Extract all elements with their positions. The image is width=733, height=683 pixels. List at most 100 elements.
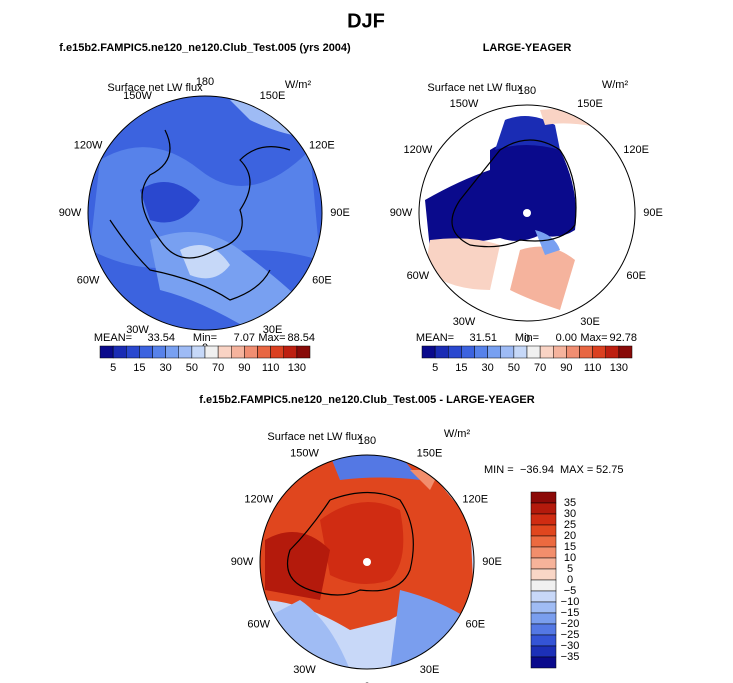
colorbar-swatch	[530, 557, 557, 570]
colorbar-swatch	[296, 345, 311, 359]
longitude-label: 30W	[453, 316, 476, 328]
colorbar-swatch	[231, 345, 245, 359]
colorbar-swatch	[530, 535, 557, 548]
longitude-label: 180	[358, 435, 376, 447]
colorbar-swatch	[487, 345, 501, 359]
colorbar-swatch	[513, 345, 528, 359]
longitude-label: 150E	[417, 448, 443, 460]
colorbar-swatch	[530, 568, 557, 581]
colorbar-swatch	[112, 345, 127, 359]
variable-label: Surface net LW flux	[267, 431, 363, 443]
panel-title: f.e15b2.FAMPIC5.ne120_ne120.Club_Test.00…	[59, 42, 351, 54]
longitude-label: 150W	[123, 90, 152, 102]
longitude-label: 60E	[465, 618, 485, 630]
pole-marker	[523, 209, 531, 217]
colorbar-swatch	[126, 345, 140, 359]
units-label: W/m²	[444, 428, 471, 440]
colorbar-swatch	[530, 590, 557, 603]
colorbar-swatch	[553, 345, 567, 359]
colorbar-label: −30	[561, 640, 580, 652]
longitude-label: 180	[196, 76, 214, 88]
colorbar-swatch	[530, 612, 557, 625]
colorbar-swatch	[539, 345, 554, 359]
colorbar-swatch	[139, 345, 153, 359]
colorbar-swatch	[152, 345, 166, 359]
colorbar-label: 15	[564, 541, 576, 553]
colorbar-swatch	[421, 345, 436, 359]
stat-label: Min=	[193, 332, 217, 344]
colorbar-label: −5	[564, 585, 577, 597]
stat-label: MAX =	[560, 464, 593, 476]
units-label: W/m²	[602, 79, 629, 91]
stat-label: MIN =	[484, 464, 514, 476]
colorbar-swatch	[448, 345, 462, 359]
colorbar-swatch	[500, 345, 515, 359]
longitude-label: 60E	[312, 274, 332, 286]
colorbar-label: 110	[262, 362, 280, 374]
variable-label: Surface net LW flux	[427, 82, 523, 94]
longitude-label: 150W	[450, 98, 479, 110]
colorbar-label: 70	[534, 362, 546, 374]
colorbar-swatch	[270, 345, 284, 359]
variable-label: Surface net LW flux	[107, 82, 203, 94]
colorbar-swatch	[530, 546, 557, 559]
stat-label: MEAN=	[94, 332, 132, 344]
colorbar-label: 70	[212, 362, 224, 374]
map-boundary	[259, 454, 475, 670]
longitude-label: 90E	[330, 207, 350, 219]
colorbar-label: 130	[610, 362, 628, 374]
colorbar-swatch	[592, 345, 606, 359]
units-label: W/m²	[285, 79, 312, 91]
colorbar-swatch	[191, 345, 206, 359]
colorbar-label: −25	[561, 629, 580, 641]
colorbar-swatch	[530, 524, 557, 537]
longitude-label: 180	[518, 85, 536, 97]
colorbar-swatch	[530, 645, 557, 658]
colorbar-label: 15	[133, 362, 145, 374]
colorbar-swatch	[579, 345, 593, 359]
colorbar-swatch	[474, 345, 488, 359]
pole-marker	[363, 558, 371, 566]
longitude-label: 30E	[420, 664, 440, 676]
longitude-label: 120E	[462, 493, 488, 505]
longitude-label: 90E	[482, 556, 502, 568]
colorbar-swatch	[530, 502, 557, 515]
colorbar-label: 50	[186, 362, 198, 374]
map-field	[88, 96, 322, 330]
colorbar-swatch	[530, 491, 557, 504]
colorbar-swatch	[530, 513, 557, 526]
stat-label: Min=	[515, 332, 539, 344]
colorbar-label: −10	[561, 596, 580, 608]
longitude-label: 90W	[59, 207, 82, 219]
colorbar-label: 90	[560, 362, 572, 374]
colorbar-label: 25	[564, 519, 576, 531]
colorbar-swatch	[566, 345, 580, 359]
longitude-label: 30E	[263, 324, 283, 336]
stat-value: 88.54	[287, 332, 315, 344]
longitude-label: 120W	[244, 493, 273, 505]
colorbar-swatch	[99, 345, 114, 359]
stat-value: −36.94	[520, 464, 554, 476]
colorbar-swatch	[204, 345, 219, 359]
longitude-label: 120W	[404, 144, 433, 156]
stat-value: 33.54	[147, 332, 175, 344]
colorbar-label: 30	[564, 508, 576, 520]
colorbar-swatch	[165, 345, 179, 359]
colorbar-swatch	[461, 345, 475, 359]
colorbar-swatch	[434, 345, 449, 359]
colorbar-swatch	[530, 656, 557, 669]
colorbar-label: 110	[584, 362, 602, 374]
colorbar-swatch	[257, 345, 271, 359]
longitude-label: 150E	[260, 90, 286, 102]
stat-value: 31.51	[469, 332, 497, 344]
colorbar-swatch	[530, 634, 557, 647]
colorbar-label: 15	[455, 362, 467, 374]
longitude-label: 90W	[231, 556, 254, 568]
figure-title: DJF	[347, 10, 385, 32]
colorbar-swatch	[530, 623, 557, 636]
colorbar-swatch	[178, 345, 193, 359]
colorbar-label: 5	[432, 362, 438, 374]
longitude-label: 60E	[626, 270, 646, 282]
longitude-label: 0	[524, 333, 530, 345]
